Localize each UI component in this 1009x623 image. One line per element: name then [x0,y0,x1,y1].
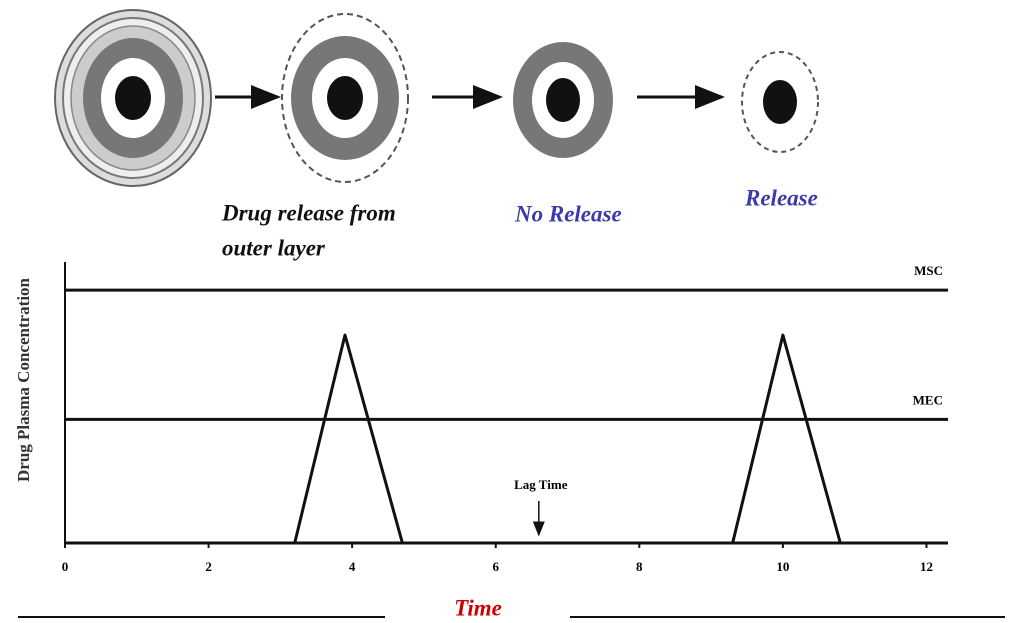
stage-3 [513,42,613,158]
concentration-line [293,333,842,545]
x-tick-label: 2 [205,559,212,574]
stage-label: Drug release from [221,200,396,225]
annotation: Lag Time [514,477,568,492]
capsule-stages [54,9,819,187]
x-tick-label: 6 [492,559,499,574]
x-tick-label: 10 [776,559,789,574]
x-tick-label: 12 [920,559,933,574]
stage-label: No Release [514,201,622,226]
x-axis-label: Time [454,595,502,620]
y-axis-label: Drug Plasma Concentration [14,277,33,482]
stage-1 [54,9,212,187]
x-tick-label: 8 [636,559,643,574]
stage-4 [741,51,819,153]
stage-label: Release [744,185,818,210]
stage-label: outer layer [222,235,326,260]
x-tick-label: 0 [62,559,69,574]
reference-label: MSC [914,263,943,278]
x-tick-label: 4 [349,559,356,574]
stage-2 [281,13,409,183]
reference-label: MEC [913,392,943,407]
